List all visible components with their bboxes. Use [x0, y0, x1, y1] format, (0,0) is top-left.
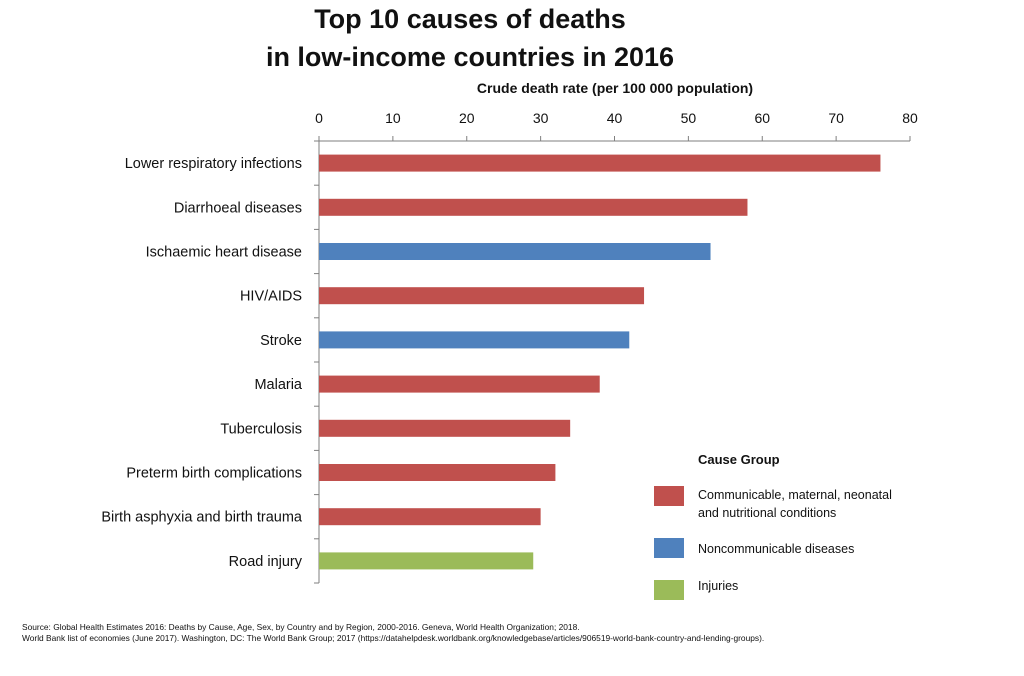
- x-tick-label: 50: [681, 110, 697, 126]
- category-label: HIV/AIDS: [240, 289, 302, 305]
- bar: [319, 287, 645, 305]
- bar: [319, 198, 748, 216]
- chart-title-line-2: in low-income countries in 2016: [265, 42, 675, 72]
- legend-label-injuries: Injuries: [698, 579, 739, 593]
- category-label: Tuberculosis: [220, 421, 302, 437]
- legend-label-communicable-line-2: and nutritional conditions: [698, 506, 837, 520]
- bar: [319, 464, 556, 481]
- legend-swatch-injuries: [654, 580, 684, 600]
- x-tick-label: 60: [754, 110, 770, 126]
- x-tick-label: 0: [315, 110, 323, 126]
- category-label: Lower respiratory infections: [125, 156, 302, 172]
- x-tick-label: 40: [607, 110, 623, 126]
- chart-title-line-1: Top 10 causes of deaths: [314, 4, 626, 34]
- category-label: Preterm birth complications: [126, 466, 302, 482]
- x-tick-label: 70: [828, 110, 844, 126]
- bar: [319, 243, 711, 260]
- bar: [319, 552, 534, 570]
- bar: [319, 419, 571, 437]
- x-tick-label: 30: [533, 110, 549, 126]
- bar: [319, 331, 630, 349]
- category-label: Diarrhoeal diseases: [174, 200, 302, 216]
- bar: [319, 154, 881, 172]
- legend-swatch-communicable: [654, 486, 684, 506]
- x-tick-label: 10: [385, 110, 401, 126]
- category-label: Malaria: [254, 377, 302, 393]
- bar: [319, 508, 541, 526]
- category-label: Stroke: [260, 333, 302, 349]
- x-tick-label: 20: [459, 110, 475, 126]
- x-axis-title: Crude death rate (per 100 000 population…: [476, 80, 754, 96]
- legend-title: Cause Group: [698, 452, 780, 467]
- bar: [319, 375, 600, 393]
- legend-label-noncommunicable: Noncommunicable diseases: [698, 542, 855, 556]
- category-label: Birth asphyxia and birth trauma: [101, 510, 303, 526]
- category-label: Ischaemic heart disease: [146, 245, 302, 261]
- legend-swatch-noncommunicable: [654, 538, 684, 558]
- legend-label-communicable-line-1: Communicable, maternal, neonatal: [698, 488, 892, 502]
- source-note-line-2: World Bank list of economies (June 2017)…: [22, 633, 765, 643]
- x-tick-label: 80: [902, 110, 918, 126]
- source-note-line-1: Source: Global Health Estimates 2016: De…: [22, 622, 580, 632]
- category-label: Road injury: [229, 554, 303, 570]
